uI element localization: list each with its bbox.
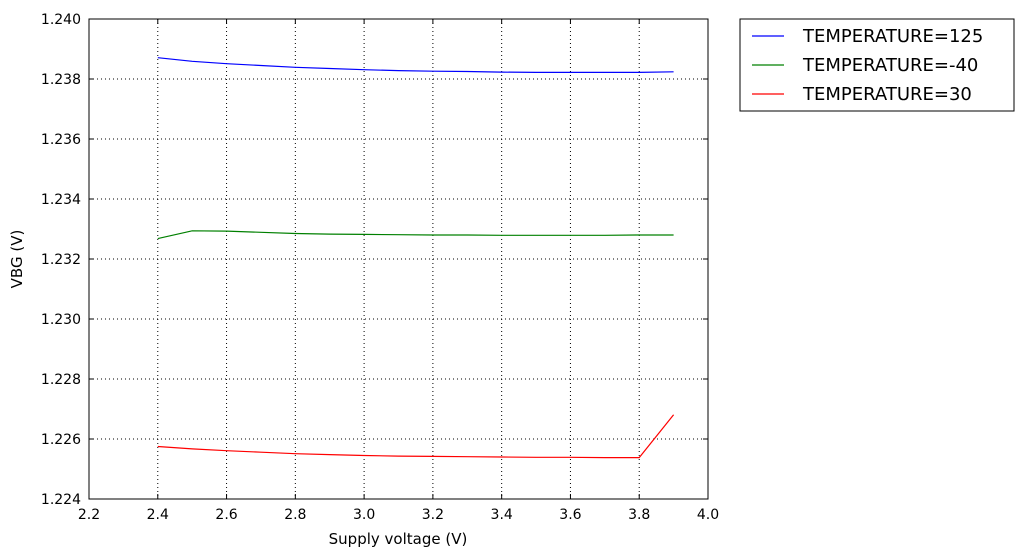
- y-tick-label: 1.226: [41, 432, 81, 448]
- series-line-1: [157, 57, 674, 74]
- x-tick-label: 3.4: [491, 507, 513, 523]
- legend-label: TEMPERATURE=-40: [802, 55, 978, 76]
- y-tick-label: 1.234: [41, 192, 81, 208]
- x-tick-label: 2.8: [284, 507, 306, 523]
- x-axis-title: Supply voltage (V): [329, 530, 468, 548]
- x-tick-label: 2.6: [215, 507, 237, 523]
- x-tick-label: 3.2: [422, 507, 444, 523]
- series-line-3: [157, 414, 675, 459]
- legend: TEMPERATURE=125 TEMPERATURE=-40 TEMPERATUR…: [739, 18, 1015, 112]
- y-tick-labels: 1.224 1.226 1.228 1.230 1.232 1.234 1.236 1.238…: [41, 12, 81, 508]
- y-tick-label: 1.228: [41, 372, 81, 388]
- legend-label: TEMPERATURE=125: [802, 26, 983, 47]
- y-tick-label: 1.224: [41, 492, 81, 508]
- legend-box: [739, 18, 1015, 112]
- y-axis-title: VBG (V): [8, 230, 26, 289]
- x-tick-label: 3.6: [559, 507, 581, 523]
- y-tick-label: 1.240: [41, 12, 81, 28]
- x-tick-label: 3.8: [628, 507, 650, 523]
- x-tick-label: 2.2: [78, 507, 100, 523]
- series-layer: [157, 57, 675, 459]
- x-tick-label: 3.0: [353, 507, 375, 523]
- tick-marks: [88, 18, 709, 500]
- legend-label: TEMPERATURE=30: [802, 84, 972, 105]
- x-tick-label: 2.4: [147, 507, 169, 523]
- grid-lines: [89, 19, 708, 499]
- x-tick-labels: 2.2 2.4 2.6 2.8 3.0 3.2 3.4 3.6 3.8 4.0: [78, 507, 719, 523]
- series-line-2: [157, 230, 674, 240]
- y-tick-label: 1.232: [41, 252, 81, 268]
- y-tick-label: 1.238: [41, 72, 81, 88]
- x-tick-label: 4.0: [697, 507, 719, 523]
- y-tick-label: 1.230: [41, 312, 81, 328]
- y-tick-label: 1.236: [41, 132, 81, 148]
